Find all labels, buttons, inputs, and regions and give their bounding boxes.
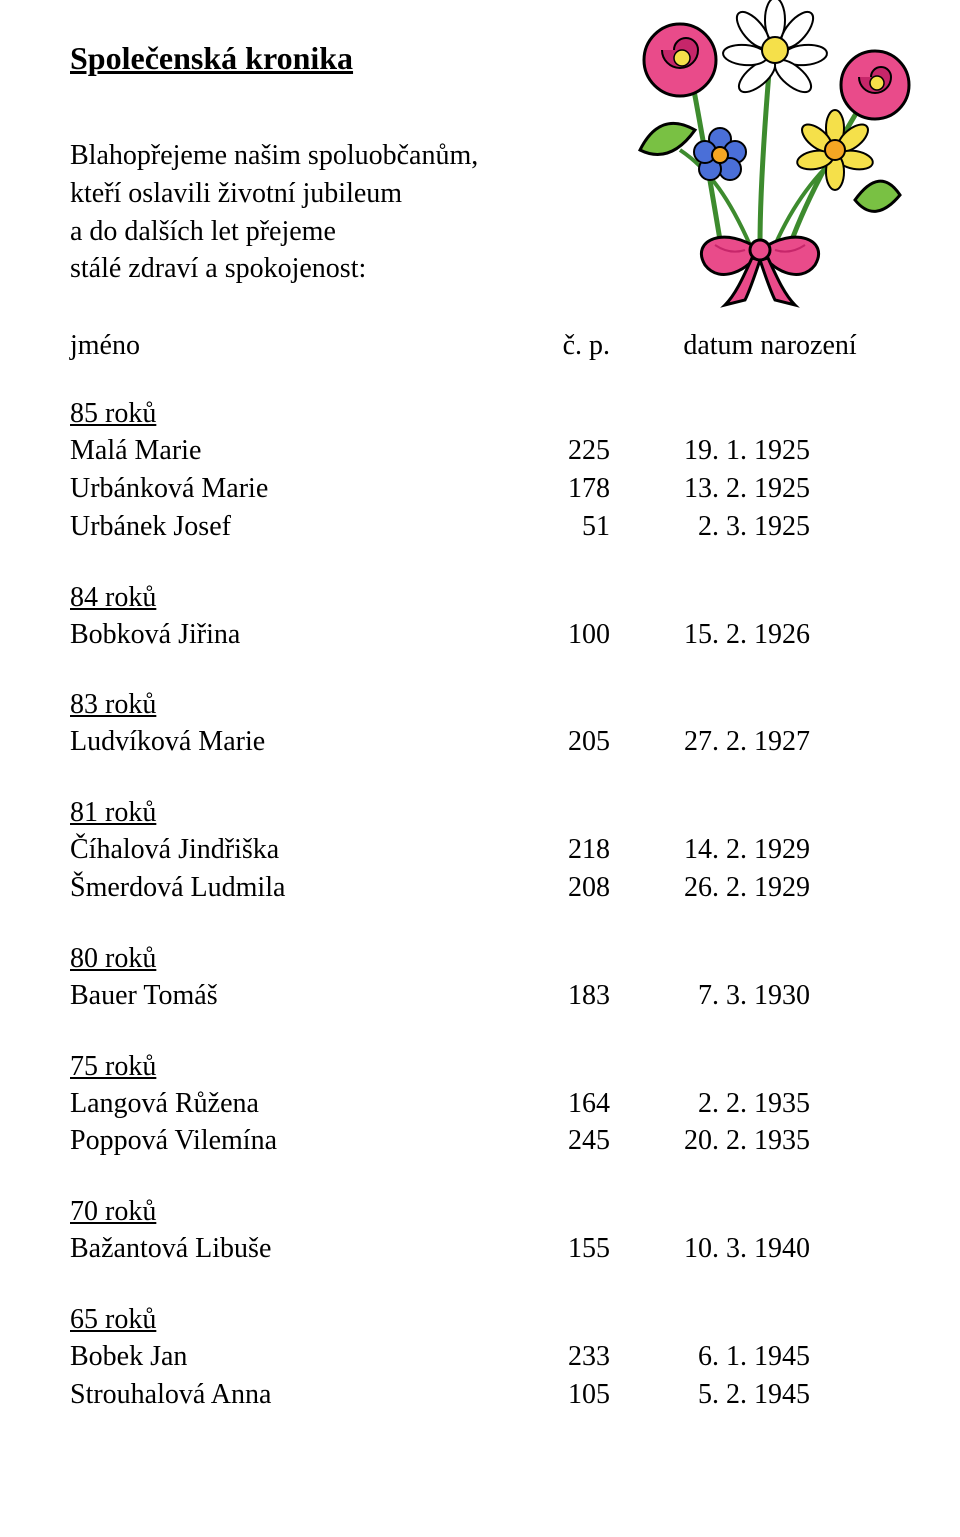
person-cp: 205 (490, 723, 610, 761)
person-cp: 178 (490, 470, 610, 508)
person-row: Ludvíková Marie20527. 2. 1927 (70, 723, 890, 761)
age-section-title: 80 roků (70, 943, 890, 975)
person-name: Langová Růžena (70, 1085, 490, 1123)
person-cp: 183 (490, 977, 610, 1015)
flowers-illustration (600, 0, 920, 310)
person-cp: 208 (490, 869, 610, 907)
person-cp: 233 (490, 1338, 610, 1376)
age-section-title: 83 roků (70, 689, 890, 721)
person-date: 27. 2. 1927 (610, 723, 890, 761)
age-section-title: 84 roků (70, 582, 890, 614)
person-date: 14. 2. 1929 (610, 831, 890, 869)
person-date: 20. 2. 1935 (610, 1122, 890, 1160)
person-date: 2. 3. 1925 (610, 508, 890, 546)
age-section: 65 rokůBobek Jan2336. 1. 1945Strouhalová… (70, 1304, 890, 1414)
age-section: 81 rokůČíhalová Jindřiška21814. 2. 1929Š… (70, 797, 890, 907)
header-date: datum narození (610, 330, 890, 362)
person-name: Urbánek Josef (70, 508, 490, 546)
person-row: Šmerdová Ludmila20826. 2. 1929 (70, 869, 890, 907)
person-cp: 51 (490, 508, 610, 546)
age-section: 83 rokůLudvíková Marie20527. 2. 1927 (70, 689, 890, 761)
column-header-row: jméno č. p. datum narození (70, 330, 890, 362)
person-cp: 245 (490, 1122, 610, 1160)
age-section: 70 rokůBažantová Libuše15510. 3. 1940 (70, 1196, 890, 1268)
age-section: 84 rokůBobková Jiřina10015. 2. 1926 (70, 582, 890, 654)
person-row: Urbánek Josef512. 3. 1925 (70, 508, 890, 546)
person-row: Bauer Tomáš1837. 3. 1930 (70, 977, 890, 1015)
person-row: Strouhalová Anna1055. 2. 1945 (70, 1376, 890, 1414)
person-date: 6. 1. 1945 (610, 1338, 890, 1376)
age-section-title: 70 roků (70, 1196, 890, 1228)
person-name: Strouhalová Anna (70, 1376, 490, 1414)
person-cp: 100 (490, 616, 610, 654)
person-name: Bažantová Libuše (70, 1230, 490, 1268)
person-date: 5. 2. 1945 (610, 1376, 890, 1414)
age-section-title: 75 roků (70, 1051, 890, 1083)
person-date: 7. 3. 1930 (610, 977, 890, 1015)
person-name: Poppová Vilemína (70, 1122, 490, 1160)
person-name: Urbánková Marie (70, 470, 490, 508)
age-section: 75 rokůLangová Růžena1642. 2. 1935Poppov… (70, 1051, 890, 1161)
person-cp: 225 (490, 432, 610, 470)
person-name: Ludvíková Marie (70, 723, 490, 761)
person-name: Číhalová Jindřiška (70, 831, 490, 869)
age-section-title: 65 roků (70, 1304, 890, 1336)
person-row: Langová Růžena1642. 2. 1935 (70, 1085, 890, 1123)
person-row: Bažantová Libuše15510. 3. 1940 (70, 1230, 890, 1268)
person-name: Bobek Jan (70, 1338, 490, 1376)
person-date: 19. 1. 1925 (610, 432, 890, 470)
person-date: 2. 2. 1935 (610, 1085, 890, 1123)
person-name: Bobková Jiřina (70, 616, 490, 654)
person-name: Malá Marie (70, 432, 490, 470)
person-name: Bauer Tomáš (70, 977, 490, 1015)
person-row: Malá Marie22519. 1. 1925 (70, 432, 890, 470)
person-cp: 164 (490, 1085, 610, 1123)
age-section: 80 rokůBauer Tomáš1837. 3. 1930 (70, 943, 890, 1015)
person-date: 26. 2. 1929 (610, 869, 890, 907)
person-date: 10. 3. 1940 (610, 1230, 890, 1268)
header-cp: č. p. (490, 330, 610, 362)
person-cp: 105 (490, 1376, 610, 1414)
person-cp: 155 (490, 1230, 610, 1268)
person-date: 15. 2. 1926 (610, 616, 890, 654)
header-name: jméno (70, 330, 490, 362)
age-section-title: 85 roků (70, 398, 890, 430)
person-date: 13. 2. 1925 (610, 470, 890, 508)
person-row: Poppová Vilemína24520. 2. 1935 (70, 1122, 890, 1160)
person-row: Číhalová Jindřiška21814. 2. 1929 (70, 831, 890, 869)
person-cp: 218 (490, 831, 610, 869)
person-name: Šmerdová Ludmila (70, 869, 490, 907)
person-row: Bobková Jiřina10015. 2. 1926 (70, 616, 890, 654)
age-section-title: 81 roků (70, 797, 890, 829)
person-row: Urbánková Marie17813. 2. 1925 (70, 470, 890, 508)
age-section: 85 rokůMalá Marie22519. 1. 1925Urbánková… (70, 398, 890, 545)
person-row: Bobek Jan2336. 1. 1945 (70, 1338, 890, 1376)
